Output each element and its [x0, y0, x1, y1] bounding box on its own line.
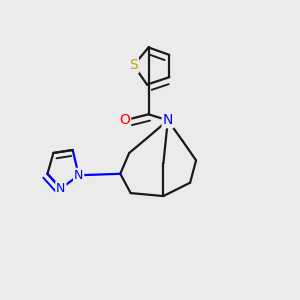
Text: N: N	[56, 182, 65, 195]
Text: N: N	[163, 113, 173, 127]
Text: N: N	[74, 169, 83, 182]
Text: S: S	[129, 58, 138, 72]
Text: O: O	[119, 113, 130, 127]
